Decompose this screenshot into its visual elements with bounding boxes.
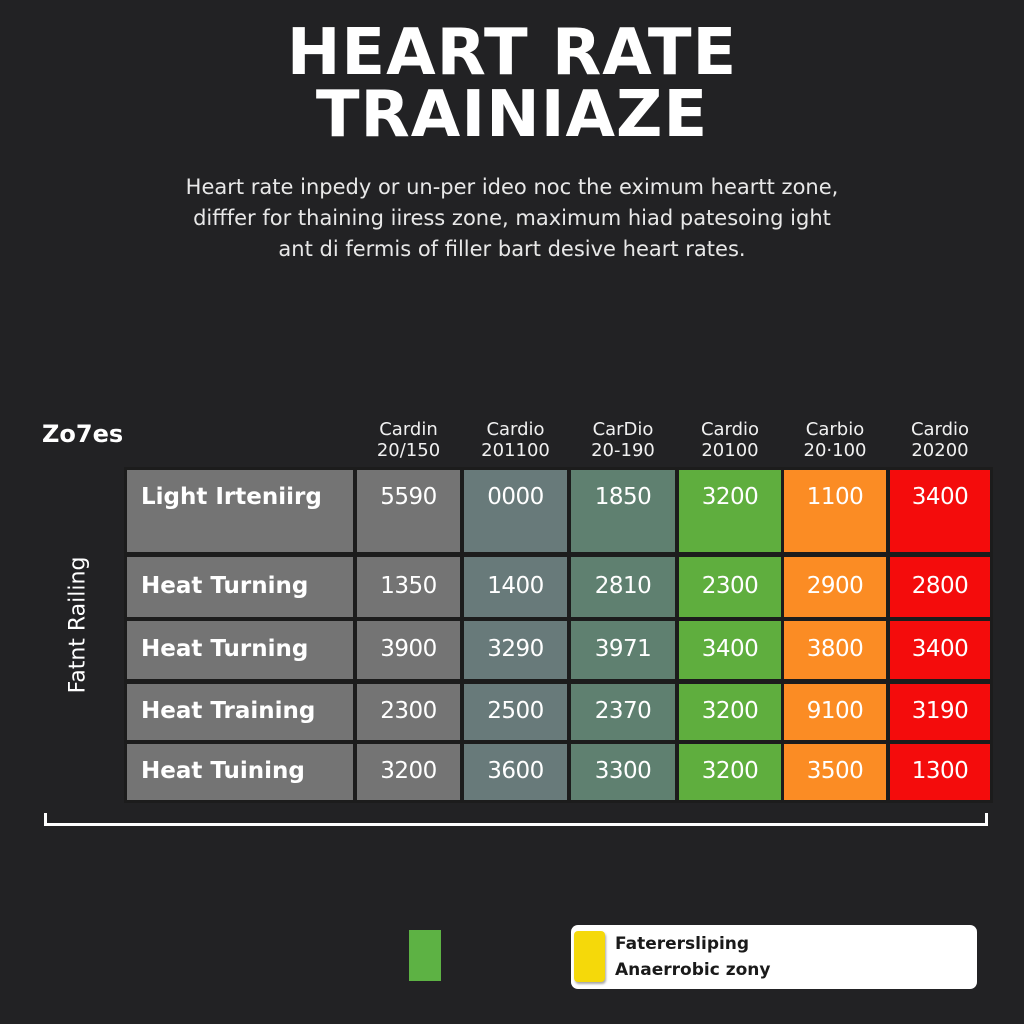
column-header: Cardio 20200 bbox=[890, 419, 990, 461]
title-line-1: HEART RATE bbox=[286, 16, 738, 90]
table-cell: 2300 bbox=[679, 557, 781, 617]
table-cell: 3200 bbox=[679, 684, 781, 740]
table-cell: 2800 bbox=[890, 557, 990, 617]
table-cell: 3400 bbox=[679, 621, 781, 679]
table-cell: 3600 bbox=[464, 744, 567, 800]
row-label: Heat Tuining bbox=[127, 744, 353, 800]
table-cell: 3400 bbox=[890, 470, 990, 552]
column-header: Cardio 20100 bbox=[679, 419, 781, 461]
column-header-range: 20100 bbox=[701, 440, 759, 461]
legend-label-1: Faterersliping bbox=[615, 934, 750, 954]
table-cell: 3200 bbox=[679, 470, 781, 552]
column-header-range: 20200 bbox=[911, 440, 969, 461]
column-header-name: Carbio bbox=[805, 419, 865, 440]
table-cell: 1850 bbox=[571, 470, 675, 552]
table-bracket-divider bbox=[44, 813, 988, 826]
legend-swatch-green bbox=[409, 930, 441, 981]
column-header-name: Cardio bbox=[700, 419, 760, 440]
column-header-range: 20-190 bbox=[591, 440, 655, 461]
table-cell: 3500 bbox=[784, 744, 886, 800]
table-cell: 3400 bbox=[890, 621, 990, 679]
legend-text: Faterersliping Anaerrobic zony bbox=[615, 931, 770, 983]
table-cell: 0000 bbox=[464, 470, 567, 552]
table-cell: 2500 bbox=[464, 684, 567, 740]
table-cell: 3200 bbox=[357, 744, 460, 800]
zones-table: Light Irteniirg 5590 0000 1850 3200 1100 3400 H… bbox=[124, 467, 993, 803]
legend-box: Faterersliping Anaerrobic zony bbox=[571, 925, 977, 989]
table-cell: 1300 bbox=[890, 744, 990, 800]
column-header: Cardin 20/150 bbox=[357, 419, 460, 461]
table-cell: 3800 bbox=[784, 621, 886, 679]
table-cell: 1350 bbox=[357, 557, 460, 617]
table-cell: 3290 bbox=[464, 621, 567, 679]
column-header: CarDio 20-190 bbox=[571, 419, 675, 461]
row-label: Heat Turning bbox=[127, 621, 353, 679]
row-label: Light Irteniirg bbox=[127, 470, 353, 552]
table-cell: 9100 bbox=[784, 684, 886, 740]
table-cell: 1100 bbox=[784, 470, 886, 552]
description-line-3: ant di fermis of filler bart desive hear… bbox=[278, 237, 746, 261]
column-header: Cardio 201100 bbox=[464, 419, 567, 461]
table-cell: 2300 bbox=[357, 684, 460, 740]
legend-swatch-yellow bbox=[574, 931, 605, 982]
description-line-1: Heart rate inpedy or un-per ideo noc the… bbox=[185, 175, 839, 199]
y-axis-label: Fatnt Railing bbox=[65, 556, 91, 694]
column-header-range: 201100 bbox=[481, 440, 550, 461]
column-header-name: Cardio bbox=[910, 419, 970, 440]
column-header-name: Cardio bbox=[486, 419, 545, 440]
column-header-range: 20·100 bbox=[803, 440, 867, 461]
table-cell: 2810 bbox=[571, 557, 675, 617]
table-cell: 1400 bbox=[464, 557, 567, 617]
title-line-2: TRAINIAZE bbox=[315, 78, 709, 152]
description-line-2: difffer for thaining iiress zone, maximu… bbox=[193, 206, 831, 230]
row-label: Heat Training bbox=[127, 684, 353, 740]
table-cell: 2900 bbox=[784, 557, 886, 617]
table-cell: 5590 bbox=[357, 470, 460, 552]
row-label: Heat Turning bbox=[127, 557, 353, 617]
table-cell: 3971 bbox=[571, 621, 675, 679]
table-cell: 3900 bbox=[357, 621, 460, 679]
table-cell: 2370 bbox=[571, 684, 675, 740]
column-header-name: Cardin bbox=[379, 419, 438, 440]
column-header-name: CarDio bbox=[592, 419, 654, 440]
column-header-range: 20/150 bbox=[376, 440, 441, 461]
table-cell: 3300 bbox=[571, 744, 675, 800]
description: Heart rate inpedy or un-per ideo noc the… bbox=[130, 172, 894, 265]
legend-label-2: Anaerrobic zony bbox=[615, 960, 771, 980]
table-cell: 3200 bbox=[679, 744, 781, 800]
table-cell: 3190 bbox=[890, 684, 990, 740]
column-header: Carbio 20·100 bbox=[784, 419, 886, 461]
page-title: HEART RATE TRAINIAZE bbox=[0, 16, 1024, 152]
zones-label: Zo7es bbox=[42, 420, 124, 448]
